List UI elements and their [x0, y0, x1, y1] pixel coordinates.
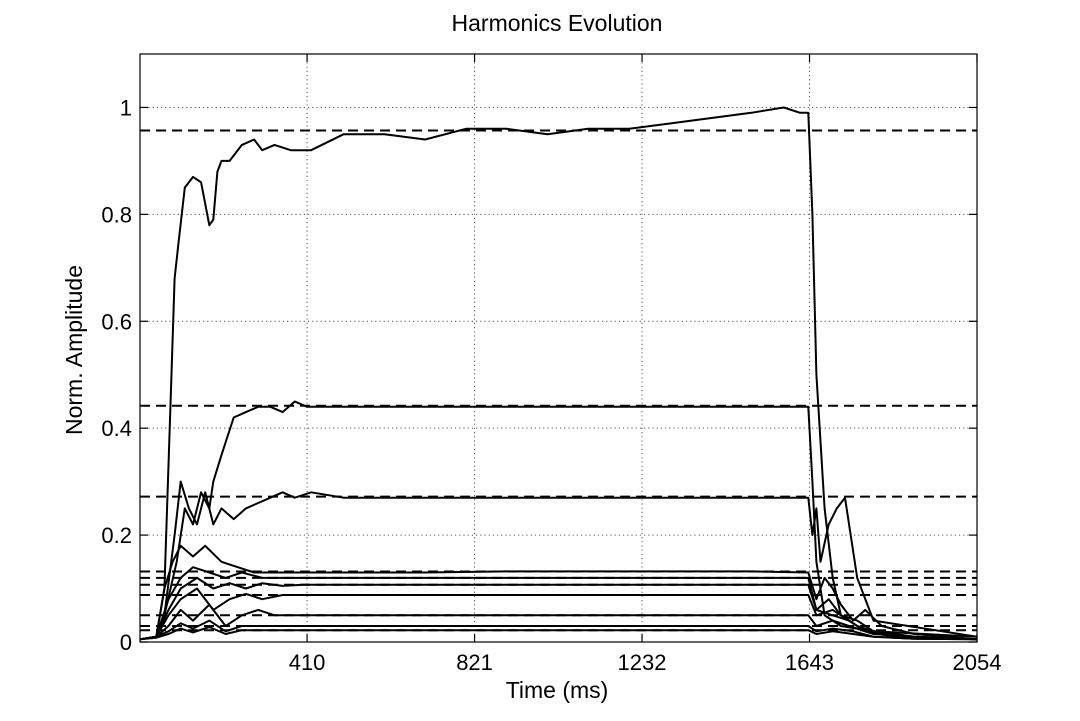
- y-tick-label: 1: [120, 95, 132, 120]
- harmonic-series-line: [139, 587, 978, 641]
- y-tick-label: 0.6: [101, 309, 132, 334]
- harmonic-series-line: [139, 603, 978, 641]
- plot-frame: [139, 53, 978, 643]
- x-tick-label: 1232: [618, 650, 667, 675]
- harmonic-series-line: [139, 480, 978, 641]
- chart-title: Harmonics Evolution: [452, 10, 663, 36]
- harmonic-series-line: [139, 106, 978, 641]
- x-axis-label: Time (ms): [506, 677, 609, 703]
- y-tick-label: 0.2: [101, 523, 132, 548]
- y-tick-label: 0.8: [101, 202, 132, 227]
- harmonic-series-line: [139, 576, 978, 641]
- harmonic-series-line: [139, 619, 978, 641]
- x-tick-label: 821: [456, 650, 493, 675]
- y-axis-label: Norm. Amplitude: [61, 265, 87, 435]
- x-tick-label: 410: [289, 650, 326, 675]
- axis-ticks: 410 821 1232 1643 2054 0 0.2 0.4 0.6 0.8 1: [101, 54, 1001, 675]
- y-tick-label: 0.4: [101, 416, 132, 441]
- series-lines: [139, 106, 978, 641]
- x-tick-label: 1643: [785, 650, 834, 675]
- y-tick-label: 0: [120, 630, 132, 655]
- harmonic-series-line: [139, 544, 978, 641]
- harmonic-series-line: [139, 626, 978, 641]
- x-tick-label: 2054: [953, 650, 1002, 675]
